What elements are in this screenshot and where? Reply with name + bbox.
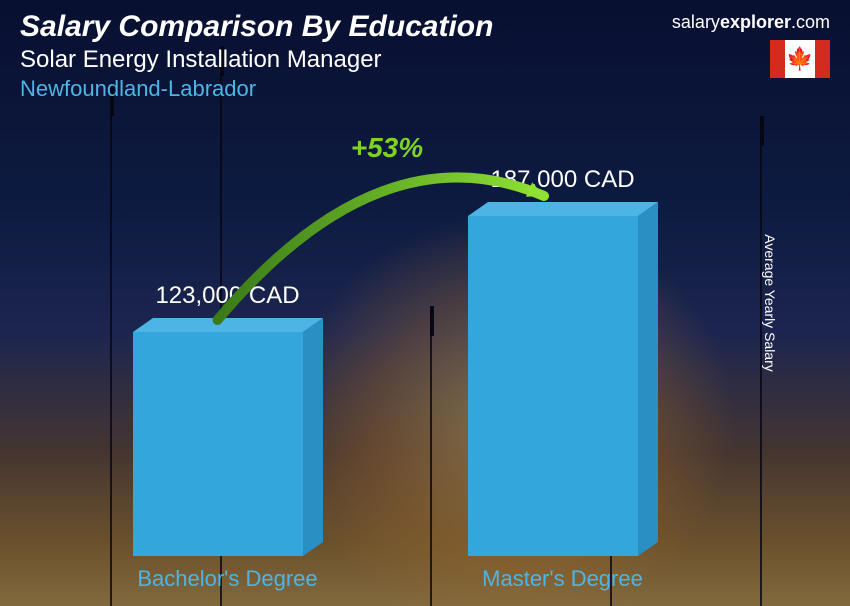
bar-value-label: 123,000 CAD <box>155 282 299 310</box>
brand-prefix: salary <box>672 12 720 32</box>
bar-wrap: 187,000 CAD Master's Degree <box>468 166 658 556</box>
bar-wrap: 123,000 CAD Bachelor's Degree <box>133 282 323 556</box>
infographic-stage: Salary Comparison By Education Solar Ene… <box>0 0 850 606</box>
bar-top <box>133 318 323 332</box>
bar-category-label: Master's Degree <box>433 566 693 592</box>
bar-top <box>468 202 658 216</box>
bar-category-label: Bachelor's Degree <box>98 566 358 592</box>
flag-stripe-right <box>815 40 830 78</box>
bar-value-label: 187,000 CAD <box>490 166 634 194</box>
country-flag-canada: 🍁 <box>770 40 830 78</box>
delta-label: +53% <box>351 132 423 164</box>
bar-front <box>133 332 303 556</box>
brand-logo: salaryexplorer.com <box>672 12 830 33</box>
brand-suffix: .com <box>791 12 830 32</box>
brand-bold: explorer <box>720 12 791 32</box>
bar-side <box>303 318 323 556</box>
subtitle-job: Solar Energy Installation Manager <box>20 46 830 74</box>
maple-leaf-icon: 🍁 <box>786 46 813 72</box>
bar: Master's Degree <box>468 202 658 556</box>
bar-side <box>638 202 658 556</box>
y-axis-label: Average Yearly Salary <box>761 234 777 372</box>
flag-stripe-left <box>770 40 785 78</box>
subtitle-region: Newfoundland-Labrador <box>20 76 830 102</box>
chart-area: 123,000 CADBachelor's Degree187,000 CADM… <box>60 196 730 556</box>
bar: Bachelor's Degree <box>133 318 323 556</box>
bar-front <box>468 216 638 556</box>
